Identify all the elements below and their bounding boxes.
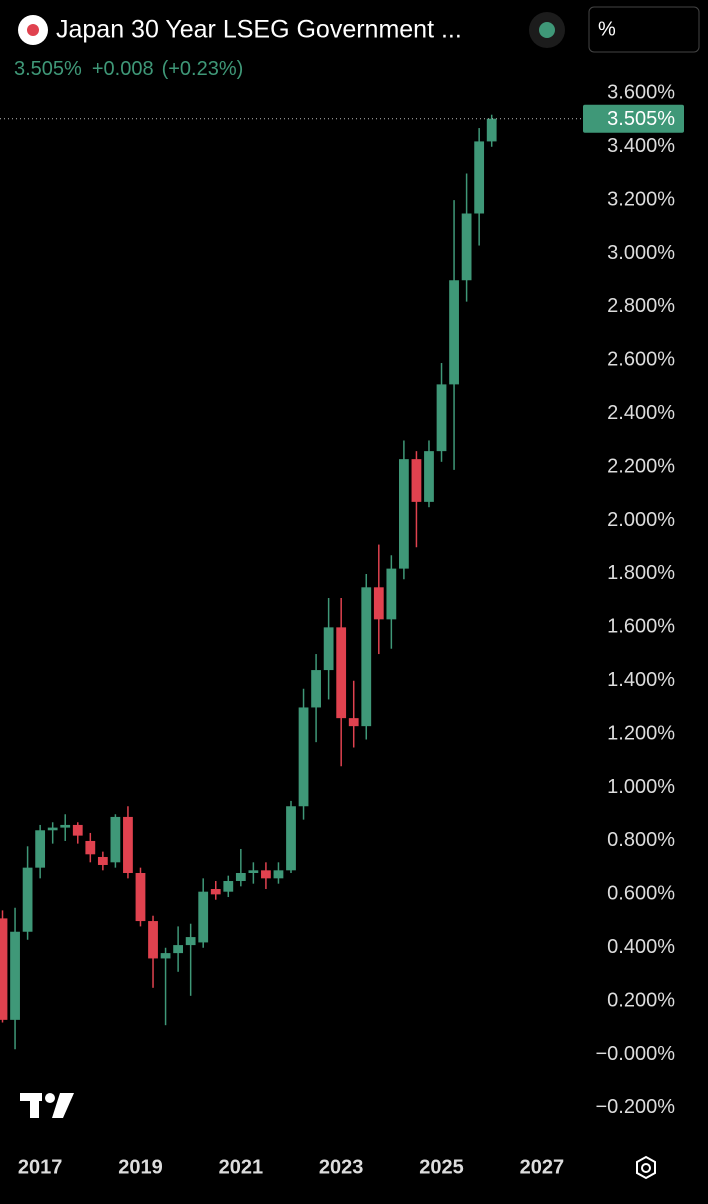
y-tick-label: 0.400% bbox=[607, 936, 675, 958]
candle-body bbox=[286, 806, 296, 871]
y-tick-label: 1.400% bbox=[607, 669, 675, 691]
candle-body bbox=[336, 627, 347, 719]
y-tick-label: 2.000% bbox=[607, 509, 675, 531]
candle-body bbox=[60, 824, 71, 828]
flag-dot bbox=[27, 24, 39, 36]
chart-title: Japan 30 Year LSEG Government ... bbox=[56, 16, 462, 44]
candle-body bbox=[185, 937, 196, 946]
y-tick-label: 3.000% bbox=[607, 242, 675, 264]
y-tick-label: 3.200% bbox=[607, 188, 675, 210]
y-tick-label: −0.200% bbox=[595, 1096, 675, 1118]
candle-body bbox=[248, 870, 259, 873]
y-tick-label: 1.000% bbox=[607, 776, 675, 798]
y-tick-label: −0.000% bbox=[595, 1043, 675, 1065]
candle-body bbox=[486, 118, 497, 142]
candle-body bbox=[411, 459, 422, 502]
candle-body bbox=[474, 141, 485, 214]
y-tick-label: 0.200% bbox=[607, 989, 675, 1011]
logo-part bbox=[45, 1093, 55, 1103]
candle-body bbox=[361, 587, 372, 727]
candle-body bbox=[273, 870, 284, 879]
tv-logo bbox=[20, 1093, 74, 1118]
x-tick-label: 2027 bbox=[520, 1156, 565, 1178]
y-tick-label: 3.600% bbox=[607, 82, 675, 104]
candle-body bbox=[424, 451, 434, 502]
candle-body bbox=[47, 827, 58, 831]
x-tick-label: 2023 bbox=[319, 1156, 364, 1178]
candle-body bbox=[311, 670, 321, 708]
y-tick-label: 0.800% bbox=[607, 829, 675, 851]
y-tick-label: 1.600% bbox=[607, 616, 675, 638]
candle-body bbox=[123, 816, 133, 873]
candle-body bbox=[449, 280, 459, 385]
candle-body bbox=[261, 870, 271, 879]
candle-body bbox=[22, 867, 33, 932]
candle-body bbox=[148, 921, 158, 959]
price-change: +0.008 bbox=[92, 58, 154, 80]
y-tick-label: 2.600% bbox=[607, 349, 675, 371]
y-tick-label: 1.200% bbox=[607, 722, 675, 744]
unit-button-label: % bbox=[598, 18, 616, 40]
last-price-label: 3.505% bbox=[607, 108, 675, 130]
candle-body bbox=[85, 840, 96, 855]
unit-button[interactable] bbox=[588, 6, 700, 53]
candle-body bbox=[386, 568, 397, 620]
candle-body bbox=[35, 830, 46, 868]
price: 3.505% +0.008 (+0.23%) bbox=[14, 58, 243, 80]
gear-center[interactable] bbox=[641, 1163, 651, 1173]
candle-body bbox=[348, 718, 359, 727]
gear[interactable] bbox=[636, 1155, 656, 1180]
settings-icon[interactable] bbox=[636, 1155, 656, 1180]
candle-body bbox=[223, 881, 234, 892]
candle-body bbox=[436, 384, 447, 452]
y-tick-label: 0.600% bbox=[607, 883, 675, 905]
candle-body bbox=[160, 953, 171, 959]
y-tick-label: 2.200% bbox=[607, 455, 675, 477]
price-change-pct: (+0.23%) bbox=[162, 58, 244, 80]
candle-body bbox=[373, 587, 384, 620]
status-dot[interactable] bbox=[539, 22, 555, 38]
candle-body bbox=[173, 945, 184, 954]
candle-body bbox=[110, 816, 121, 863]
candle-body bbox=[323, 627, 334, 671]
candle-body bbox=[461, 213, 472, 281]
candle-body bbox=[0, 918, 8, 1020]
candle-body bbox=[298, 707, 309, 807]
logo-part bbox=[30, 1093, 39, 1118]
x-tick-label: 2019 bbox=[118, 1156, 163, 1178]
candle-body bbox=[72, 824, 83, 836]
y-tick-label: 2.800% bbox=[607, 295, 675, 317]
last-price-box bbox=[583, 104, 684, 133]
candle-body bbox=[235, 872, 246, 882]
logo-part bbox=[52, 1093, 74, 1118]
x-tick-label: 2025 bbox=[419, 1156, 464, 1178]
y-tick-label: 1.800% bbox=[607, 562, 675, 584]
price-value: 3.505% bbox=[14, 58, 82, 80]
candle-body bbox=[135, 872, 146, 922]
candle-body bbox=[198, 891, 209, 943]
candle-body bbox=[97, 856, 108, 865]
x-tick-label: 2021 bbox=[219, 1156, 264, 1178]
candle-body bbox=[210, 889, 221, 895]
y-tick-label: 2.400% bbox=[607, 402, 675, 424]
x-tick-label: 2017 bbox=[18, 1156, 63, 1178]
candle-body bbox=[10, 931, 20, 1020]
candle-body bbox=[399, 459, 409, 569]
y-tick-label: 3.400% bbox=[607, 135, 675, 157]
